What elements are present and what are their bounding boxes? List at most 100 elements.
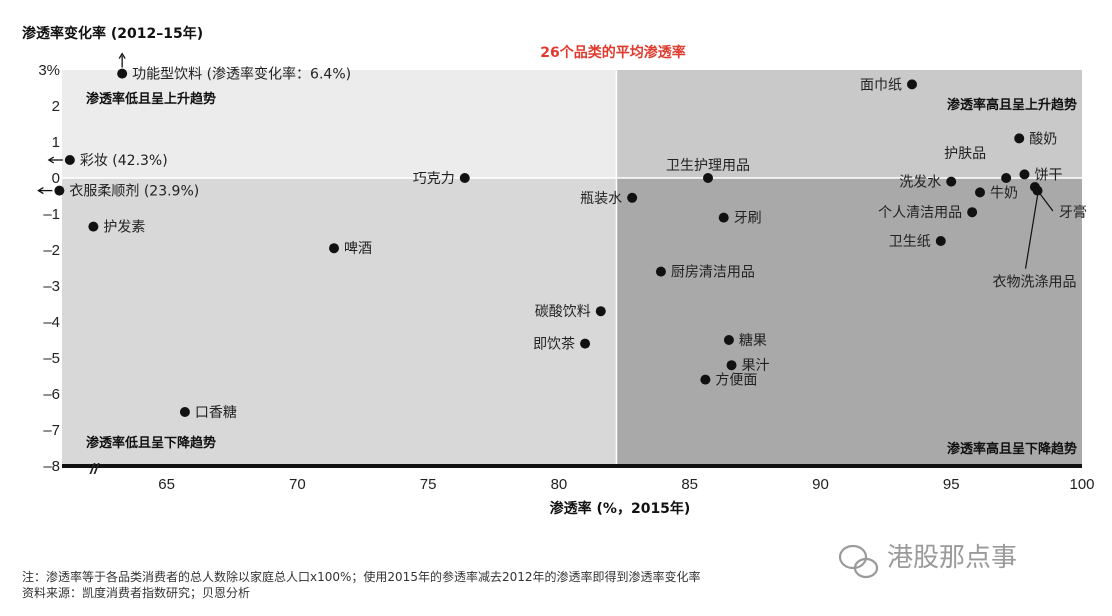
- point-marker: [1019, 169, 1030, 180]
- data-point: 面巾纸: [860, 77, 917, 93]
- x-tick-label: 100: [1069, 476, 1094, 493]
- data-point: 彩妆 (42.3%): [47, 153, 168, 169]
- x-axis-title: 渗透率 (%，2015年): [550, 500, 691, 517]
- data-point: 果汁: [726, 358, 770, 374]
- data-point: 巧克力: [413, 171, 470, 187]
- wechat-icon: [838, 544, 879, 579]
- data-point: 厨房清洁用品: [655, 265, 755, 281]
- point-marker: [1032, 185, 1043, 196]
- data-point: 衣物洗涤用品: [993, 185, 1077, 291]
- point-marker: [580, 338, 591, 349]
- data-point: 护肤品: [944, 146, 1012, 183]
- point-label: 瓶装水: [580, 191, 622, 207]
- axis-break-mark: //: [89, 461, 100, 478]
- point-label: 方便面: [715, 373, 757, 389]
- point-marker: [946, 176, 957, 187]
- point-label: 护发素: [103, 220, 145, 236]
- point-marker: [655, 266, 666, 277]
- data-point: 牛奶: [975, 185, 1018, 201]
- point-label: 衣服柔顺剂 (23.9%): [69, 184, 199, 200]
- y-tick-label: 2: [52, 98, 60, 115]
- data-point: 卫生护理用品: [666, 158, 750, 183]
- x-tick-label: 75: [420, 476, 437, 493]
- point-label: 牛奶: [990, 185, 1018, 201]
- point-label: 卫生护理用品: [666, 158, 750, 174]
- quadrant-label-top-left: 渗透率低且呈上升趋势: [86, 91, 216, 107]
- point-marker: [595, 306, 606, 317]
- data-point: 糖果: [723, 333, 767, 349]
- quadrant-bottom-right: [616, 178, 1082, 466]
- point-label: 即饮茶: [533, 337, 575, 353]
- quadrant-label-bottom-right: 渗透率高且呈下降趋势: [947, 441, 1077, 457]
- point-marker: [117, 68, 128, 79]
- point-label: 护肤品: [944, 146, 986, 162]
- watermark: 港股那点事: [838, 543, 1017, 579]
- point-label: 牙刷: [734, 211, 762, 227]
- y-tick-label: 1: [52, 134, 60, 151]
- point-label: 巧克力: [413, 171, 455, 187]
- quadrant-bottom-left: [62, 178, 617, 466]
- point-marker: [179, 407, 190, 417]
- data-point: 衣服柔顺剂 (23.9%): [37, 184, 199, 200]
- point-label: 口香糖: [195, 405, 237, 421]
- data-point: 方便面: [700, 373, 757, 389]
- x-tick-label: 70: [289, 476, 306, 493]
- point-marker: [627, 192, 638, 203]
- point-marker: [700, 374, 711, 385]
- y-tick-label: –1: [43, 206, 60, 223]
- point-marker: [718, 212, 729, 223]
- point-label: 糖果: [739, 333, 767, 349]
- y-tick-label: –6: [43, 386, 60, 403]
- average-title: 26个品类的平均渗透率: [540, 44, 685, 61]
- point-marker: [975, 187, 985, 198]
- point-marker: [907, 79, 917, 90]
- point-marker: [64, 155, 75, 165]
- point-marker: [329, 243, 339, 254]
- point-label: 酸奶: [1029, 131, 1057, 147]
- y-tick-label: 3%: [38, 62, 60, 79]
- watermark-text: 港股那点事: [887, 543, 1017, 573]
- y-tick-label: –3: [43, 278, 60, 295]
- quadrant-top-left: [62, 70, 617, 178]
- point-marker: [726, 360, 737, 371]
- point-marker: [723, 335, 734, 345]
- point-label: 牙膏: [1059, 204, 1087, 221]
- point-marker: [935, 236, 946, 246]
- point-label: 个人清洁用品: [878, 205, 962, 221]
- quadrant-label-bottom-left: 渗透率低且呈下降趋势: [86, 435, 216, 451]
- point-label: 碳酸饮料: [535, 304, 591, 320]
- x-tick-label: 85: [681, 476, 698, 493]
- y-tick-label: –4: [43, 314, 60, 331]
- data-points: 功能型饮料 (渗透率变化率：6.4%) 彩妆 (42.3%) 衣服柔顺剂 (23.9…: [37, 52, 1087, 421]
- data-point: 功能型饮料 (渗透率变化率：6.4%): [117, 52, 351, 83]
- y-tick-label: 0: [52, 170, 60, 187]
- point-marker: [1014, 133, 1025, 144]
- footnote: 注：渗透率等于各品类消费者的总人数除以家庭总人口x100%；使用2015年的参透…: [22, 569, 701, 584]
- data-point: 个人清洁用品: [878, 205, 978, 221]
- data-point: 牙刷: [718, 211, 762, 227]
- data-point: 护发素: [88, 220, 145, 236]
- y-tick-label: –8: [43, 458, 60, 475]
- data-point: 即饮茶: [533, 337, 591, 353]
- point-marker: [967, 207, 978, 218]
- x-tick-label: 80: [551, 476, 568, 493]
- quadrant-top-right: [616, 70, 1082, 178]
- point-label: 卫生纸: [889, 234, 931, 250]
- point-marker: [703, 173, 713, 183]
- point-marker: [88, 221, 99, 232]
- data-point: 饼干: [1019, 167, 1062, 183]
- data-point: 瓶装水: [580, 191, 638, 207]
- x-tick-label: 90: [812, 476, 829, 493]
- data-point: 酸奶: [1014, 131, 1057, 147]
- y-ticks: 3% 2 1 0 –1 –2 –3 –4 –5 –6 –7 –8: [38, 62, 60, 475]
- x-tick-label: 65: [158, 476, 175, 493]
- y-axis-title: 渗透率变化率 (2012–15年): [22, 25, 203, 42]
- data-point: 洗发水: [899, 175, 957, 191]
- point-label: 啤酒: [344, 241, 372, 257]
- quadrant-label-top-right: 渗透率高且呈上升趋势: [947, 97, 1077, 113]
- point-label: 衣物洗涤用品: [993, 275, 1077, 291]
- data-point: 啤酒: [329, 241, 372, 257]
- data-point: 卫生纸: [889, 234, 946, 250]
- point-label: 面巾纸: [860, 77, 902, 93]
